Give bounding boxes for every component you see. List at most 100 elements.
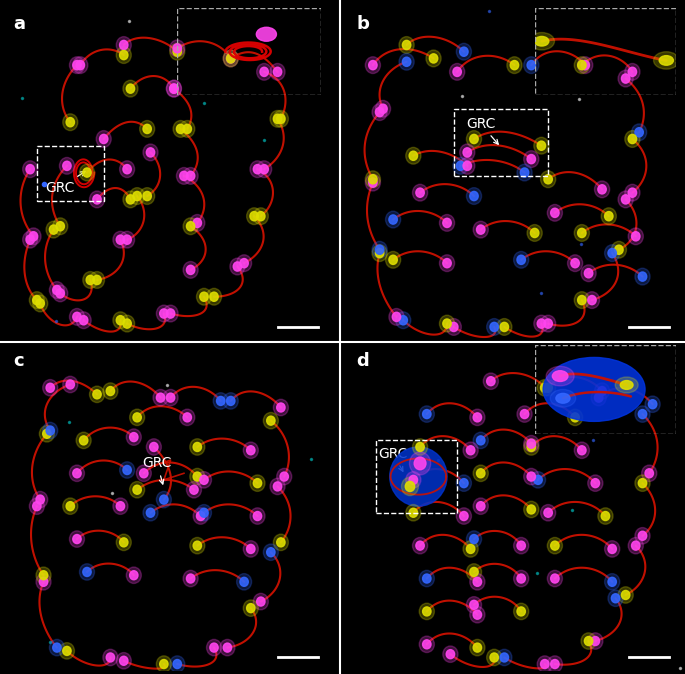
Ellipse shape (412, 537, 427, 554)
Ellipse shape (486, 319, 502, 336)
Ellipse shape (123, 235, 132, 244)
Ellipse shape (401, 477, 419, 495)
Ellipse shape (83, 272, 98, 288)
Ellipse shape (200, 292, 208, 301)
Ellipse shape (126, 567, 141, 584)
Ellipse shape (179, 121, 195, 137)
Ellipse shape (183, 218, 198, 235)
Ellipse shape (453, 67, 462, 76)
Ellipse shape (577, 295, 586, 305)
Ellipse shape (63, 376, 78, 393)
Ellipse shape (216, 396, 225, 406)
Ellipse shape (66, 117, 75, 127)
Ellipse shape (540, 660, 549, 669)
Ellipse shape (470, 574, 485, 590)
Ellipse shape (160, 660, 168, 669)
Text: GRC: GRC (142, 456, 172, 484)
Ellipse shape (177, 124, 185, 133)
Ellipse shape (456, 161, 464, 171)
Ellipse shape (632, 124, 647, 141)
Ellipse shape (73, 534, 81, 544)
Ellipse shape (574, 292, 589, 309)
Ellipse shape (460, 512, 468, 520)
Ellipse shape (243, 600, 258, 616)
Ellipse shape (547, 537, 562, 554)
Ellipse shape (163, 390, 178, 406)
Ellipse shape (473, 221, 488, 238)
Ellipse shape (386, 251, 401, 268)
Ellipse shape (39, 425, 54, 442)
Ellipse shape (659, 56, 673, 65)
Ellipse shape (129, 571, 138, 580)
Ellipse shape (567, 255, 583, 272)
Ellipse shape (173, 121, 188, 137)
Ellipse shape (440, 255, 455, 272)
Ellipse shape (123, 164, 132, 174)
Ellipse shape (486, 649, 502, 666)
Ellipse shape (638, 272, 647, 281)
Ellipse shape (23, 231, 38, 248)
Ellipse shape (571, 413, 580, 422)
Ellipse shape (632, 541, 640, 550)
Ellipse shape (500, 653, 508, 662)
Ellipse shape (193, 508, 208, 524)
Ellipse shape (524, 468, 539, 485)
Ellipse shape (605, 245, 620, 262)
Ellipse shape (416, 541, 424, 550)
Ellipse shape (628, 537, 643, 554)
Ellipse shape (653, 52, 679, 69)
Ellipse shape (156, 491, 171, 508)
Ellipse shape (567, 409, 583, 425)
Ellipse shape (470, 640, 485, 656)
Ellipse shape (588, 633, 603, 649)
Ellipse shape (608, 578, 616, 586)
Ellipse shape (574, 442, 589, 458)
Ellipse shape (197, 505, 212, 521)
Ellipse shape (456, 508, 471, 524)
Ellipse shape (591, 636, 599, 646)
Ellipse shape (263, 544, 278, 561)
Ellipse shape (53, 218, 68, 235)
Ellipse shape (123, 319, 132, 328)
Ellipse shape (409, 475, 418, 485)
Ellipse shape (500, 322, 508, 332)
Ellipse shape (36, 567, 51, 584)
Ellipse shape (56, 222, 64, 231)
Ellipse shape (628, 188, 636, 197)
Ellipse shape (116, 36, 132, 53)
Ellipse shape (49, 225, 58, 235)
Ellipse shape (129, 433, 138, 441)
Ellipse shape (179, 171, 188, 181)
Ellipse shape (243, 541, 258, 557)
Ellipse shape (527, 472, 536, 481)
Ellipse shape (76, 432, 91, 449)
Ellipse shape (473, 498, 488, 514)
Ellipse shape (389, 309, 404, 326)
Ellipse shape (200, 475, 208, 485)
Ellipse shape (273, 111, 288, 127)
Ellipse shape (83, 568, 91, 576)
Ellipse shape (266, 416, 275, 425)
Ellipse shape (466, 596, 482, 613)
Ellipse shape (618, 587, 633, 603)
Ellipse shape (123, 191, 138, 208)
Ellipse shape (463, 541, 478, 557)
Ellipse shape (210, 292, 219, 301)
Ellipse shape (63, 161, 71, 171)
Ellipse shape (183, 124, 192, 133)
Ellipse shape (517, 406, 532, 423)
Ellipse shape (143, 191, 151, 201)
Ellipse shape (443, 259, 451, 268)
Ellipse shape (170, 656, 185, 672)
Ellipse shape (79, 436, 88, 445)
Ellipse shape (426, 50, 441, 67)
Ellipse shape (247, 604, 255, 613)
Ellipse shape (470, 568, 478, 576)
Ellipse shape (227, 54, 235, 63)
Ellipse shape (156, 305, 171, 322)
Ellipse shape (120, 161, 135, 177)
Ellipse shape (608, 249, 616, 257)
Ellipse shape (577, 57, 593, 73)
Ellipse shape (423, 574, 431, 583)
Ellipse shape (63, 498, 78, 514)
